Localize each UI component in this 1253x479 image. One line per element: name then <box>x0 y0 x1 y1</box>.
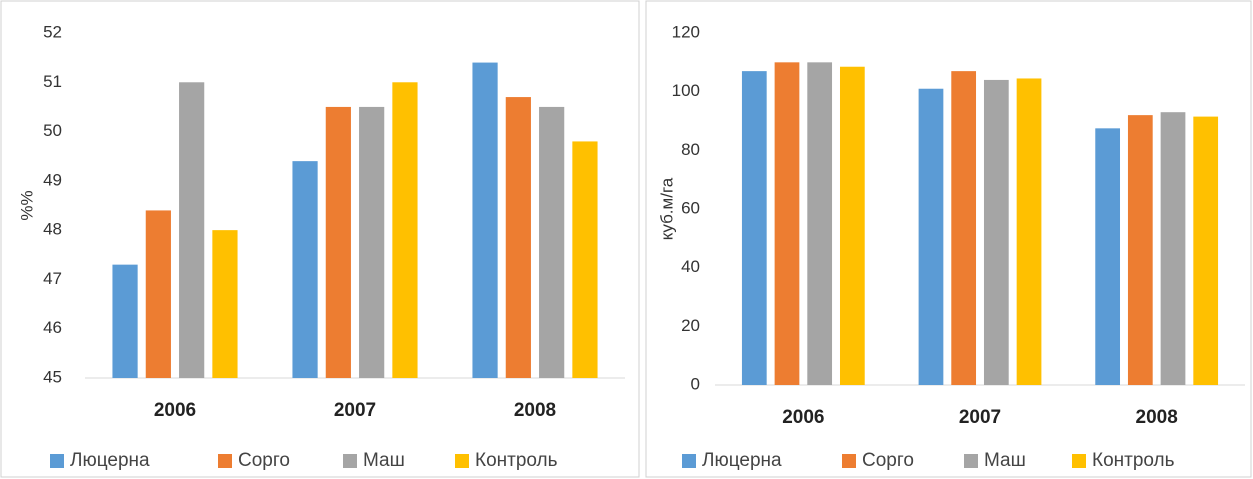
bar <box>839 66 865 385</box>
bar <box>212 230 238 378</box>
legend-label: Контроль <box>475 450 558 471</box>
legend-label: Люцерна <box>702 450 782 471</box>
legend-label: Сорго <box>862 450 914 471</box>
bar <box>112 264 138 378</box>
bar <box>918 88 944 385</box>
bar <box>359 106 385 378</box>
y-tick-label: 49 <box>43 170 62 189</box>
legend-swatch <box>343 454 357 468</box>
bar <box>951 71 977 385</box>
y-tick-label: 52 <box>43 22 62 41</box>
bar <box>1193 116 1219 385</box>
bar <box>325 106 351 378</box>
legend-swatch <box>682 454 696 468</box>
bar <box>1127 115 1153 385</box>
y-tick-label: 120 <box>672 22 700 41</box>
y-tick-label: 40 <box>681 257 700 276</box>
legend-swatch <box>218 454 232 468</box>
y-tick-label: 46 <box>43 318 62 337</box>
bar <box>145 210 171 378</box>
legend-label: Маш <box>984 450 1026 471</box>
bar <box>774 62 800 385</box>
legend-label: Маш <box>363 450 405 471</box>
y-tick-label: 60 <box>681 198 700 217</box>
bar <box>807 62 833 385</box>
bar <box>539 106 565 378</box>
panel-border <box>645 0 1252 478</box>
bar <box>572 141 598 378</box>
y-tick-label: 45 <box>43 367 62 386</box>
panel-border <box>0 0 640 478</box>
bar <box>505 97 531 379</box>
legend-label: Сорго <box>238 450 290 471</box>
bar <box>983 79 1009 385</box>
bar <box>741 71 767 385</box>
bar <box>1095 128 1121 386</box>
y-tick-label: 100 <box>672 81 700 100</box>
legend-label: Контроль <box>1092 450 1175 471</box>
x-tick-label: 2008 <box>514 400 556 421</box>
bar <box>392 82 418 379</box>
bar <box>179 82 205 379</box>
x-tick-label: 2008 <box>1136 407 1178 428</box>
y-tick-label: 80 <box>681 140 700 159</box>
bar <box>292 161 318 378</box>
x-tick-label: 2007 <box>959 407 1001 428</box>
y-tick-label: 50 <box>43 121 62 140</box>
y-axis-label: %% <box>17 190 36 220</box>
y-axis-label: куб.м/га <box>657 177 676 240</box>
legend-swatch <box>964 454 978 468</box>
bar <box>1016 78 1042 385</box>
y-tick-label: 20 <box>681 316 700 335</box>
y-tick-label: 51 <box>43 72 62 91</box>
legend-swatch <box>842 454 856 468</box>
x-tick-label: 2006 <box>154 400 196 421</box>
y-tick-label: 0 <box>691 374 700 393</box>
y-tick-label: 48 <box>43 220 62 239</box>
bar <box>1160 112 1186 385</box>
bar <box>472 62 498 378</box>
legend-swatch <box>1072 454 1086 468</box>
legend-swatch <box>50 454 64 468</box>
legend-swatch <box>455 454 469 468</box>
legend-label: Люцерна <box>70 450 150 471</box>
x-tick-label: 2007 <box>334 400 376 421</box>
x-tick-label: 2006 <box>782 407 824 428</box>
y-tick-label: 47 <box>43 269 62 288</box>
